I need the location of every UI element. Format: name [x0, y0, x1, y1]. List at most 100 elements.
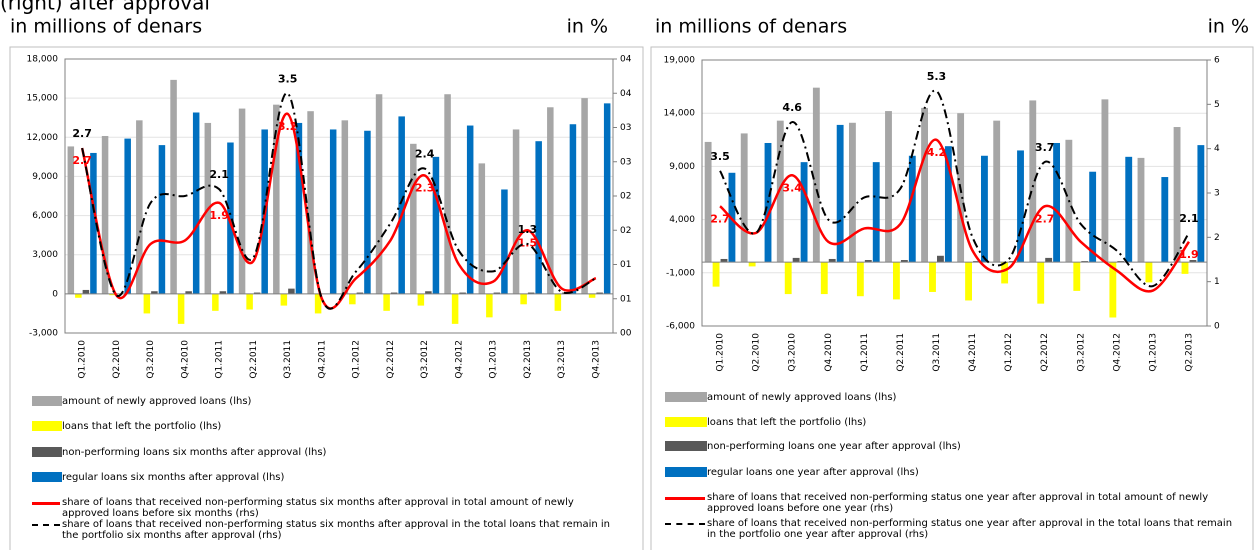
bar	[280, 293, 288, 306]
bar	[1073, 262, 1081, 291]
x-tick-label: Q1.2010	[716, 333, 726, 372]
data-label: 2.7	[72, 154, 92, 167]
bar	[101, 135, 109, 294]
x-tick-label: Q2.2011	[896, 333, 906, 372]
bar	[493, 292, 501, 294]
bar	[75, 293, 82, 298]
bar	[929, 262, 936, 292]
x-tick-label: Q2.2010	[112, 340, 122, 379]
bar	[820, 262, 828, 295]
y2-tick-label: 02	[620, 192, 631, 202]
data-label: 2.7	[710, 212, 730, 225]
bar	[965, 262, 972, 301]
bar	[812, 87, 820, 263]
bar	[170, 79, 177, 294]
data-label: 1.3	[518, 223, 538, 236]
bar	[192, 112, 200, 294]
bar	[410, 143, 417, 294]
y2-tick-label: 4	[1214, 144, 1220, 154]
y2-tick-label: 02	[620, 226, 631, 236]
data-label: 3.7	[1035, 141, 1055, 154]
y2-tick-label: 00	[620, 329, 632, 339]
legend-swatch	[665, 392, 707, 402]
bar	[535, 141, 542, 294]
bar	[569, 124, 577, 294]
bar	[1109, 262, 1117, 318]
data-label: 3.5	[710, 150, 730, 163]
bar	[1081, 261, 1089, 263]
bar	[466, 125, 474, 294]
bar	[151, 291, 158, 294]
legend-entry: non-performing loans one year after appr…	[665, 441, 1240, 452]
x-tick-label: Q2.2013	[1184, 333, 1194, 372]
x-tick-label: Q1.2012	[1004, 333, 1014, 372]
legend-entry: share of loans that received non-perform…	[32, 519, 612, 541]
bar	[185, 291, 192, 294]
bar	[776, 120, 784, 263]
y2-tick-label: 6	[1214, 56, 1220, 66]
y-tick-label: 9,000	[32, 172, 58, 182]
legend-text: share of loans that received non-perform…	[62, 497, 574, 519]
x-tick-label: Q4.2010	[824, 333, 834, 372]
legend-line	[665, 523, 705, 525]
y-tick-label: -6,000	[666, 322, 695, 332]
bar	[295, 122, 303, 294]
bar	[314, 293, 322, 314]
bar	[981, 155, 988, 263]
y2-tick-label: 01	[620, 294, 631, 304]
legend-line	[32, 524, 60, 526]
panel-frame	[650, 46, 1254, 550]
bar	[398, 116, 405, 294]
x-tick-label: Q1.2013	[1148, 333, 1158, 372]
legend-swatch	[665, 518, 707, 528]
y2-tick-label: 1	[1214, 277, 1220, 287]
legend-text: amount of newly approved loans (lhs)	[707, 392, 897, 403]
legend-swatch	[32, 396, 62, 406]
x-tick-label: Q2.2011	[249, 340, 259, 379]
data-label: 2.3	[415, 181, 435, 194]
data-label: 2.4	[415, 148, 435, 161]
bar	[704, 141, 712, 263]
legend-entry: share of loans that received non-perform…	[665, 492, 1240, 514]
legend-swatch	[32, 497, 62, 507]
legend-line	[32, 502, 60, 505]
bar	[288, 288, 295, 294]
bar	[124, 138, 131, 294]
bar	[364, 130, 371, 294]
bar	[720, 258, 728, 263]
legend-text: non-performing loans six months after ap…	[62, 447, 327, 458]
legend-swatch	[665, 492, 707, 502]
bar	[554, 293, 562, 311]
bar	[872, 162, 880, 263]
y-tick-label: 0	[52, 289, 58, 299]
legend-text: amount of newly approved loans (lhs)	[62, 396, 252, 407]
data-label: 1.9	[1179, 248, 1199, 261]
bar	[253, 292, 261, 294]
data-label: 4.6	[782, 101, 802, 114]
data-label: 3.4	[782, 181, 802, 194]
data-label: 2.7	[1035, 212, 1055, 225]
x-tick-label: Q1.2010	[78, 340, 88, 379]
legend-line	[665, 497, 705, 500]
legend-text: share of loans that received non-perform…	[707, 492, 1209, 514]
panel-frame	[9, 46, 644, 550]
line-series	[719, 138, 1190, 293]
legend-swatch	[665, 467, 707, 477]
y-axis-title: in millions of denars	[10, 16, 202, 38]
x-tick-label: Q4.2010	[180, 340, 190, 379]
y-tick-label: 12,000	[27, 133, 59, 143]
y2-tick-label: 5	[1214, 100, 1220, 110]
legend-entry: amount of newly approved loans (lhs)	[32, 396, 612, 407]
legend-entry: share of loans that received non-perform…	[665, 518, 1240, 540]
header-text: (right) after approval	[0, 0, 210, 15]
bar	[136, 120, 143, 294]
x-tick-label: Q3.2011	[283, 340, 293, 379]
x-tick-label: Q3.2013	[557, 340, 567, 379]
y-tick-label: -1,000	[666, 268, 695, 278]
bar	[375, 94, 383, 294]
bar	[341, 120, 349, 294]
x-tick-label: Q4.2011	[317, 340, 327, 379]
bar	[836, 124, 844, 263]
bar	[1137, 157, 1145, 263]
x-tick-label: Q2.2012	[386, 340, 396, 379]
